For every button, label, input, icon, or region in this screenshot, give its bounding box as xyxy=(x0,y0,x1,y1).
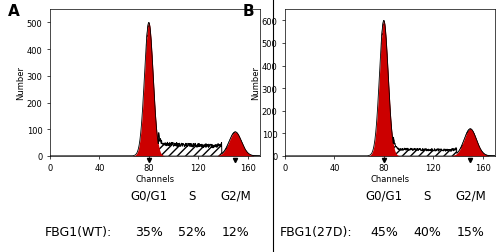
Y-axis label: Number: Number xyxy=(251,66,260,100)
Text: S: S xyxy=(188,189,196,202)
Text: 40%: 40% xyxy=(413,225,441,238)
Text: A: A xyxy=(8,4,20,19)
Text: 52%: 52% xyxy=(178,225,206,238)
X-axis label: Channels: Channels xyxy=(370,174,410,183)
Text: S: S xyxy=(424,189,430,202)
Text: B: B xyxy=(243,4,254,19)
Text: 15%: 15% xyxy=(456,225,484,238)
Text: FBG1(WT):: FBG1(WT): xyxy=(45,225,112,238)
Text: FBG1(27D):: FBG1(27D): xyxy=(280,225,352,238)
Text: G0/G1: G0/G1 xyxy=(130,189,168,202)
Y-axis label: Number: Number xyxy=(16,66,25,100)
Text: 35%: 35% xyxy=(135,225,163,238)
Text: G0/G1: G0/G1 xyxy=(366,189,403,202)
X-axis label: Channels: Channels xyxy=(136,174,174,183)
Text: 12%: 12% xyxy=(222,225,249,238)
Text: G2/M: G2/M xyxy=(220,189,250,202)
Text: 45%: 45% xyxy=(370,225,398,238)
Text: G2/M: G2/M xyxy=(455,189,486,202)
